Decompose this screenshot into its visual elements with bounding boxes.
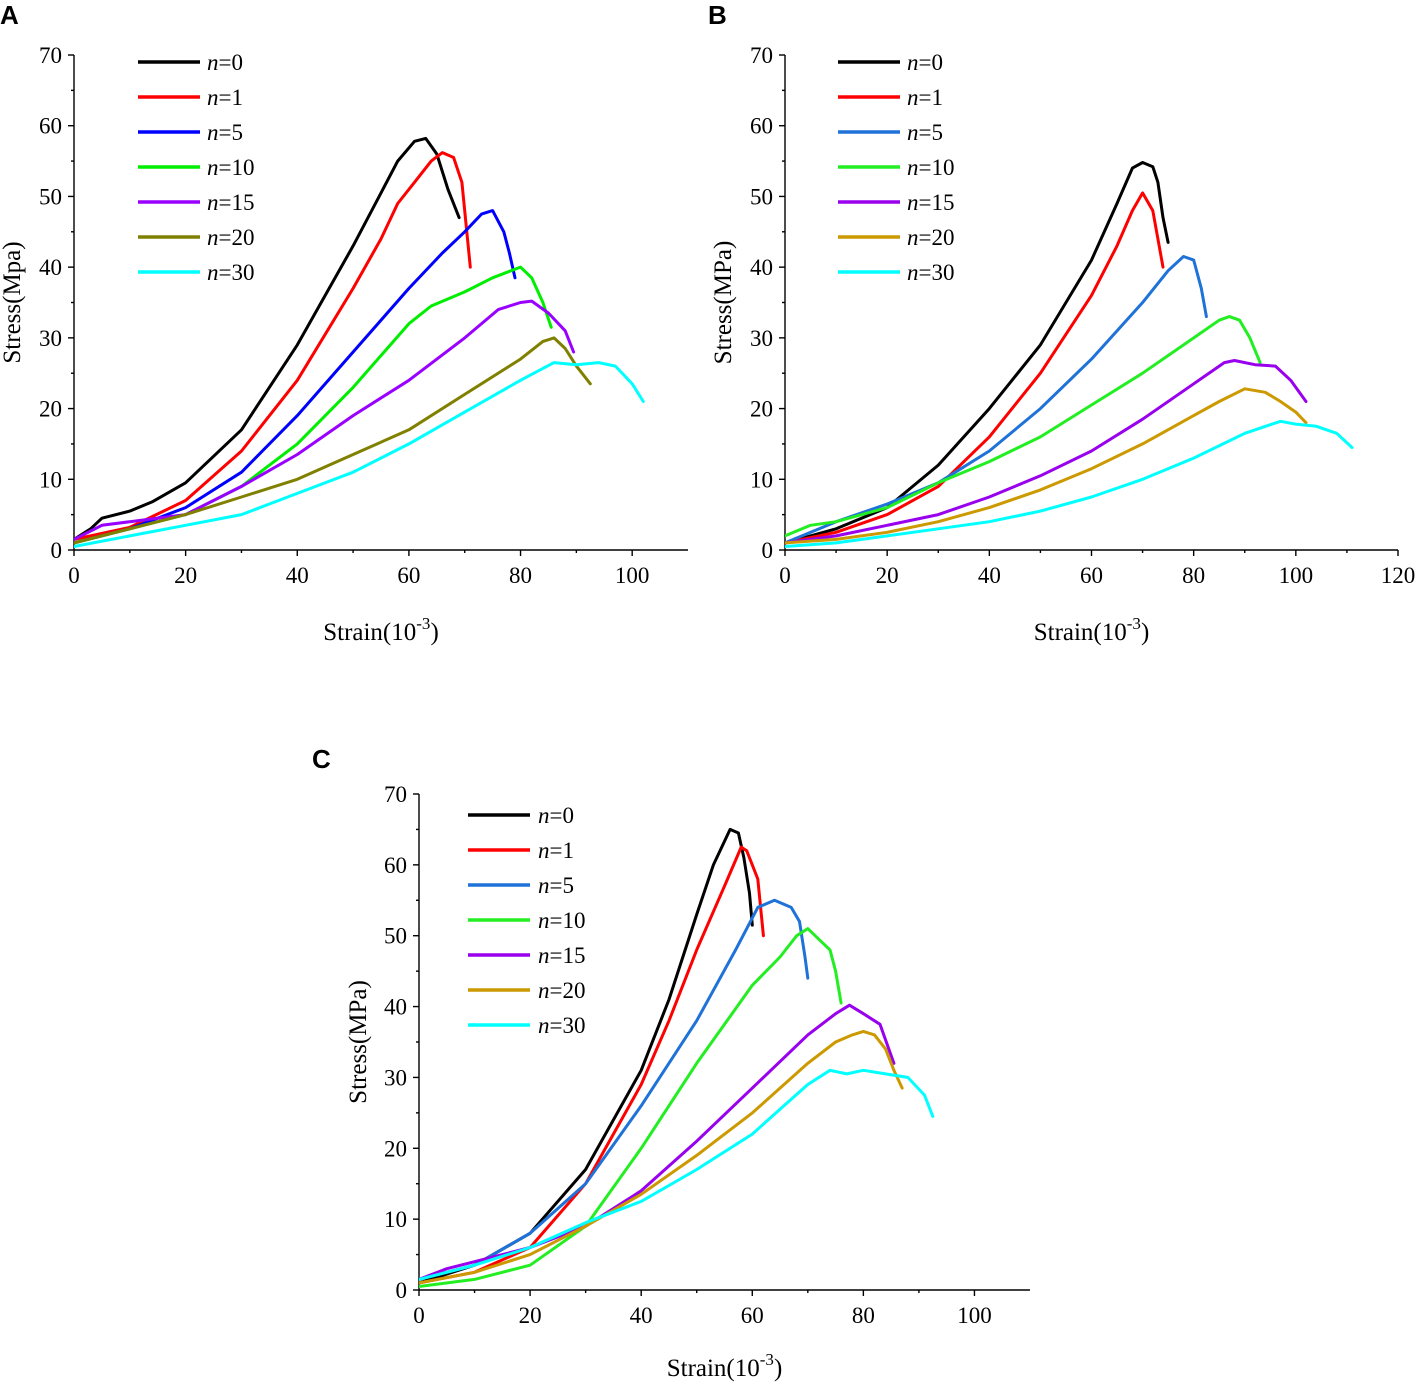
legend-label: n=1	[207, 85, 243, 110]
legend-label: n=5	[907, 120, 943, 145]
legend-label: n=30	[538, 1013, 585, 1038]
legend-label: n=30	[907, 260, 954, 285]
y-tick-label: 60	[750, 114, 773, 139]
y-tick-label: 30	[384, 1065, 407, 1090]
series-line-n-1	[785, 191, 1165, 545]
series-line-n-30	[419, 1068, 935, 1281]
y-axis-title: Stress(MPa)	[710, 241, 737, 365]
series-line-n-15	[785, 359, 1308, 545]
series-line-n-5	[785, 255, 1208, 545]
x-axis-title: Strain(10-3)	[323, 614, 439, 646]
y-tick-label: 40	[750, 255, 773, 280]
legend-label: n=5	[207, 120, 243, 145]
series-line-n-5	[419, 898, 810, 1281]
y-tick-label: 30	[750, 326, 773, 351]
x-tick-label: 60	[741, 1303, 764, 1328]
legend-label: n=20	[207, 225, 254, 250]
legend-label: n=15	[207, 190, 254, 215]
x-tick-label: 80	[509, 563, 532, 588]
series-line-n-30	[74, 361, 645, 548]
x-tick-label: 100	[1279, 563, 1314, 588]
y-tick-label: 70	[750, 43, 773, 68]
x-tick-label: 120	[1381, 563, 1416, 588]
legend-label: n=15	[907, 190, 954, 215]
y-tick-label: 50	[39, 184, 62, 209]
chart-panel-c: C 0 10 20 30 40 50 60 70 0 20 40 60 80 100 Strain(10-3)…	[312, 744, 1030, 1382]
y-tick-label: 30	[39, 326, 62, 351]
y-tick-label: 20	[384, 1136, 407, 1161]
y-tick-label: 40	[384, 995, 407, 1020]
x-tick-label: 0	[68, 563, 80, 588]
x-tick-label: 40	[978, 563, 1001, 588]
x-tick-label: 20	[174, 563, 197, 588]
x-tick-label: 20	[519, 1303, 542, 1328]
series-line-n-5	[74, 209, 517, 545]
series-line-n-15	[74, 299, 576, 541]
chart-panel-a: A 0 10 20 30 40 50 60 70 0 20 40 60 80 100 Strain(10-3)…	[0, 0, 688, 646]
series-line-n-0	[785, 161, 1170, 545]
x-tick-label: 60	[1080, 563, 1103, 588]
legend-label: n=5	[538, 873, 574, 898]
series-line-n-20	[785, 387, 1308, 545]
y-tick-label: 60	[39, 114, 62, 139]
x-axis-title: Strain(10-3)	[1034, 614, 1150, 646]
y-tick-label: 70	[384, 782, 407, 807]
y-tick-label: 60	[384, 853, 407, 878]
legend-label: n=20	[538, 978, 585, 1003]
legend-label: n=10	[538, 908, 585, 933]
legend: n=0 n=1 n=5 n=10 n=15 n=20 n=30	[138, 50, 254, 285]
legend: n=0 n=1 n=5 n=10 n=15 n=20 n=30	[468, 803, 585, 1038]
legend: n=0 n=1 n=5 n=10 n=15 n=20 n=30	[838, 50, 954, 285]
x-axis-title: Strain(10-3)	[667, 1350, 783, 1382]
panel-letter: C	[312, 744, 331, 774]
legend-label: n=1	[907, 85, 943, 110]
legend-label: n=0	[907, 50, 943, 75]
y-tick-label: 0	[51, 538, 63, 563]
y-tick-label: 40	[39, 255, 62, 280]
legend-label: n=0	[207, 50, 243, 75]
x-tick-label: 100	[957, 1303, 992, 1328]
y-tick-label: 10	[384, 1207, 407, 1232]
series-line-n-15	[419, 1003, 896, 1281]
chart-panel-b: B 0 10 20 30 40 50 60 70 0 20 40 60 80 100 120 Strain(10…	[708, 0, 1415, 646]
y-tick-label: 0	[762, 538, 774, 563]
series-line-n-30	[785, 419, 1354, 548]
x-tick-label: 80	[1182, 563, 1205, 588]
legend-label: n=15	[538, 943, 585, 968]
series-line-n-10	[785, 315, 1262, 538]
x-tick-label: 40	[630, 1303, 653, 1328]
x-tick-label: 20	[876, 563, 899, 588]
series-line-n-10	[419, 927, 843, 1288]
series-line-n-0	[74, 136, 461, 541]
legend-label: n=30	[207, 260, 254, 285]
panel-letter: B	[708, 0, 727, 30]
x-tick-label: 40	[286, 563, 309, 588]
y-tick-label: 50	[750, 184, 773, 209]
x-tick-label: 100	[615, 563, 650, 588]
panel-letter: A	[0, 0, 19, 30]
legend-label: n=10	[207, 155, 254, 180]
legend-label: n=20	[907, 225, 954, 250]
x-tick-label: 0	[413, 1303, 425, 1328]
y-tick-label: 20	[39, 397, 62, 422]
y-tick-label: 20	[750, 397, 773, 422]
y-axis-title: Stress(MPa)	[345, 980, 372, 1104]
y-tick-label: 50	[384, 924, 407, 949]
legend-label: n=0	[538, 803, 574, 828]
x-tick-label: 80	[852, 1303, 875, 1328]
legend-label: n=1	[538, 838, 574, 863]
series-line-n-20	[419, 1029, 904, 1285]
y-tick-label: 10	[750, 467, 773, 492]
x-tick-label: 0	[779, 563, 791, 588]
legend-label: n=10	[907, 155, 954, 180]
x-tick-label: 60	[397, 563, 420, 588]
y-tick-label: 0	[396, 1278, 408, 1303]
series-line-n-1	[74, 151, 472, 541]
y-tick-label: 70	[39, 43, 62, 68]
y-tick-label: 10	[39, 467, 62, 492]
y-axis-title: Stress(Mpa)	[0, 241, 26, 363]
series-line-n-20	[74, 336, 592, 545]
